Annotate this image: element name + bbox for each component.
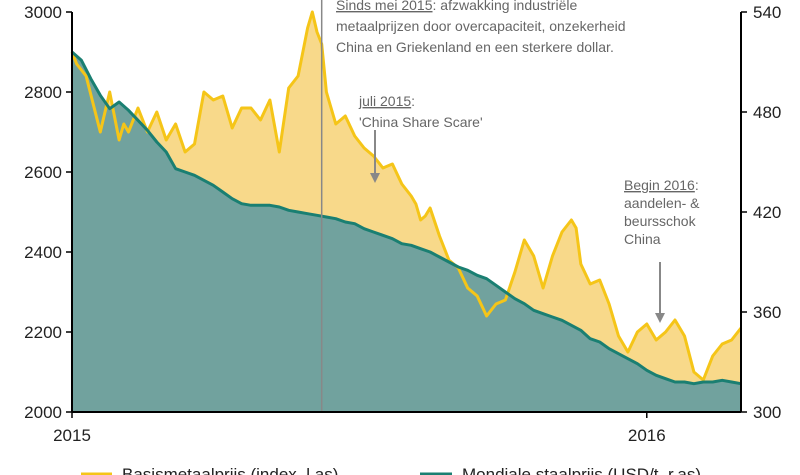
chart-lines — [70, 0, 743, 412]
y-right-tick-label: 360 — [753, 303, 781, 322]
y-left-tick-label: 2000 — [24, 403, 62, 422]
y-left-tick-label: 2400 — [24, 243, 62, 262]
y-left-tick-label: 3000 — [24, 3, 62, 22]
y-left-tick-label: 2800 — [24, 83, 62, 102]
annotation-line: aandelen- & — [624, 195, 700, 211]
chart-legend: Basismetaalprijs (index, l.as) Mondiale s… — [81, 465, 701, 475]
annotation-july-2015: juli 2015: 'China Share Scare' — [358, 93, 483, 130]
base-metal-line — [70, 10, 743, 382]
y-right-tick-label: 480 — [753, 103, 781, 122]
steel-line — [71, 50, 742, 386]
annotation-line: juli 2015: — [358, 93, 415, 109]
annotation-line: 'China Share Scare' — [359, 114, 483, 130]
y-right-tick-label: 300 — [753, 403, 781, 422]
y-right-tick-label: 540 — [753, 3, 781, 22]
x-tick-label: 2015 — [53, 426, 91, 445]
annotation-begin-2016: Begin 2016: aandelen- & beursschok China — [624, 177, 700, 247]
arrow-july-2015 — [370, 173, 380, 183]
chart-annotations: Sinds mei 2015: afzwakking industriële me… — [336, 0, 700, 323]
legend-steel: Mondiale staalprijs (USD/t, r.as) — [420, 465, 701, 475]
legend-base-metal-label: Basismetaalprijs (index, l.as) — [122, 465, 338, 475]
annotation-line: beursschok — [624, 213, 697, 229]
x-tick-label: 2016 — [628, 426, 666, 445]
chart-areas — [72, 12, 741, 412]
annotation-line: China en Griekenland en een sterkere dol… — [336, 39, 614, 55]
y-left-tick-label: 2600 — [24, 163, 62, 182]
steel-area — [72, 52, 741, 412]
annotation-line: metaalprijzen door overcapaciteit, onzek… — [336, 18, 626, 34]
annotation-may-2015: Sinds mei 2015: afzwakking industriële me… — [336, 0, 626, 55]
legend-base-metal: Basismetaalprijs (index, l.as) — [81, 465, 338, 475]
annotation-line: Sinds mei 2015: afzwakking industriële — [336, 0, 577, 13]
chart-ticks: 2000 2200 2400 2600 2800 3000 300 360 420 480 540 2… — [24, 3, 781, 445]
y-left-tick-label: 2200 — [24, 323, 62, 342]
annotation-line: Begin 2016: — [624, 177, 699, 193]
y-right-tick-label: 420 — [753, 203, 781, 222]
annotation-line: China — [624, 231, 661, 247]
arrow-begin-2016 — [655, 313, 665, 323]
legend-steel-label: Mondiale staalprijs (USD/t, r.as) — [462, 465, 701, 475]
